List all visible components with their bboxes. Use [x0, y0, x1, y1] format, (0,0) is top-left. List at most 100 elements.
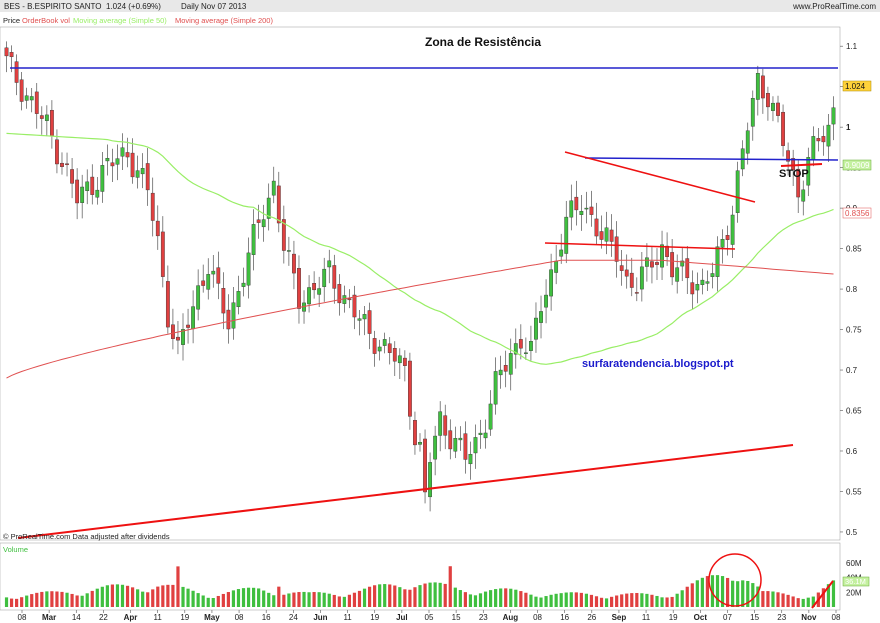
candle-body: [483, 432, 488, 439]
candle-body: [574, 196, 579, 211]
candle-body: [655, 262, 659, 265]
candle-body: [529, 341, 533, 351]
ma200-tag: [842, 207, 872, 219]
volume-bar: [519, 591, 523, 607]
volume-bar: [362, 588, 367, 607]
volume-bar: [549, 594, 553, 607]
volume-bar: [645, 593, 649, 607]
candle-body: [100, 165, 105, 192]
volume-bar: [700, 577, 704, 607]
volume-bar: [544, 596, 548, 607]
last-price-tag-text: 1.024: [845, 82, 866, 91]
volume-bar: [45, 591, 49, 607]
candle-body: [534, 317, 538, 340]
volume-bar: [615, 595, 619, 607]
candle-body: [357, 318, 362, 321]
volume-bar: [292, 592, 296, 607]
volume-bar: [524, 592, 528, 607]
x-tick-label: 19: [180, 613, 189, 622]
volume-bar: [574, 592, 578, 607]
volume-bar: [438, 582, 442, 607]
candle-body: [771, 102, 775, 111]
candle-body: [14, 61, 19, 83]
volume-bar: [418, 585, 422, 607]
volume-bar: [433, 582, 437, 607]
volume-bar: [514, 589, 518, 607]
volume-bar: [55, 591, 59, 607]
volume-bar: [604, 598, 609, 607]
y-tick-label: 0.7: [846, 366, 858, 375]
candle-body: [660, 244, 664, 268]
x-tick-label: 08: [832, 613, 841, 622]
candle-body: [276, 185, 281, 224]
volume-tag-text: 36.1M: [845, 577, 866, 586]
volume-bar: [801, 598, 805, 607]
candle-body: [690, 282, 695, 295]
candle-body: [458, 437, 463, 441]
x-tick-label: 08: [18, 613, 27, 622]
volume-bar: [277, 586, 281, 607]
volume-bar: [423, 583, 427, 607]
candle-body: [629, 272, 634, 288]
volume-bar: [675, 593, 679, 607]
volume-bar: [297, 592, 301, 607]
legend-ma200: Moving average (Simple 200): [175, 16, 273, 25]
candle-body: [488, 403, 493, 430]
candle-body: [831, 107, 836, 125]
volume-bar: [630, 593, 634, 607]
candle-body: [155, 220, 160, 237]
volume-bars-layer: [4, 566, 836, 607]
volume-bar: [100, 586, 104, 607]
volume-bar: [262, 590, 266, 607]
volume-bar: [791, 596, 795, 607]
candle-body: [327, 260, 332, 268]
candle-body: [186, 324, 190, 328]
volume-bar: [695, 580, 699, 607]
x-tick-label: 22: [99, 613, 108, 622]
legend-price: Price: [3, 16, 20, 25]
candle-body: [160, 231, 165, 277]
volume-bar: [806, 597, 810, 607]
candle-body: [266, 197, 271, 219]
volume-bar: [70, 593, 74, 607]
candle-body: [675, 267, 680, 282]
ma50-line: [6, 132, 834, 365]
volume-tag: [842, 576, 870, 587]
candle-body: [730, 214, 735, 245]
volume-bar: [246, 587, 251, 607]
volume-bar: [690, 583, 694, 607]
y-tick-label: 0.6: [846, 447, 858, 456]
volume-bar: [398, 587, 402, 607]
x-tick-label: 16: [560, 613, 569, 622]
volume-tick-label: 20M: [846, 588, 862, 597]
y-tick-label: 0.8: [846, 285, 858, 294]
candle-body: [55, 139, 59, 165]
candle-body: [715, 246, 720, 277]
volume-bar: [569, 592, 573, 607]
volume-bar: [302, 591, 306, 607]
volume-bar: [40, 591, 44, 607]
volume-bar: [746, 580, 750, 607]
x-tick-label: 08: [533, 613, 542, 622]
volume-bar: [322, 592, 326, 607]
candle-body: [347, 298, 352, 301]
volume-bar: [408, 589, 412, 607]
volume-bar: [393, 585, 397, 607]
candle-body: [418, 442, 422, 445]
volume-bar: [236, 589, 241, 607]
volume-bar: [85, 593, 89, 607]
candle-body: [700, 279, 705, 285]
candle-body: [297, 268, 301, 309]
volume-bar: [151, 589, 155, 607]
volume-bar: [201, 595, 205, 607]
candle-body: [680, 260, 685, 267]
volume-bar: [206, 597, 210, 607]
candle-body: [206, 274, 211, 290]
ma200-line: [6, 259, 834, 379]
x-tick-label: 11: [642, 613, 651, 622]
volume-bar: [761, 591, 765, 607]
volume-bar: [756, 586, 760, 607]
candle-body: [766, 93, 770, 108]
candle-body: [776, 102, 780, 116]
